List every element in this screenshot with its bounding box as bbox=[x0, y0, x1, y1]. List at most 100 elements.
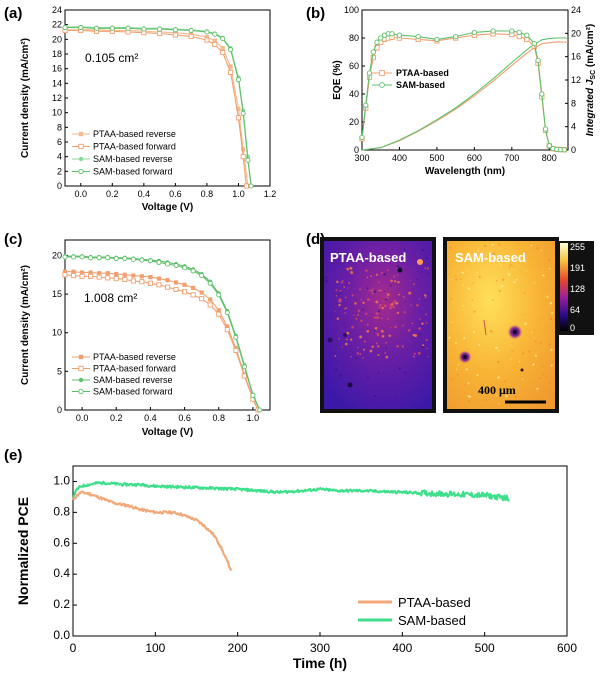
data-point bbox=[199, 272, 205, 279]
ptaa-speckle bbox=[398, 293, 400, 296]
y-right-axis-title-sub: SC bbox=[590, 70, 597, 80]
sam-speckle bbox=[536, 246, 539, 250]
data-point bbox=[113, 276, 119, 282]
legend-marker bbox=[78, 354, 84, 360]
sam-speckle bbox=[478, 275, 481, 278]
data-point bbox=[539, 91, 545, 97]
data-point bbox=[157, 26, 163, 32]
ptaa-speckle bbox=[391, 303, 394, 306]
y-tick-label: 100 bbox=[344, 5, 359, 15]
sam-speckle bbox=[476, 399, 478, 402]
ptaa-speckle bbox=[335, 368, 338, 371]
ptaa-speckle bbox=[394, 280, 397, 283]
y-tick-label: 40 bbox=[349, 89, 359, 99]
y-tick-label: 0.4 bbox=[53, 566, 70, 580]
ptaa-speckle bbox=[396, 311, 400, 315]
y-right-tick-label: 0 bbox=[571, 145, 576, 155]
ptaa-speckle bbox=[377, 345, 379, 347]
ptaa-speckle bbox=[373, 394, 376, 397]
ptaa-speckle bbox=[360, 319, 363, 322]
ptaa-speckle bbox=[359, 288, 361, 291]
ptaa-speckle bbox=[337, 293, 340, 296]
sam-speckle bbox=[548, 382, 551, 385]
data-point bbox=[212, 41, 218, 48]
ptaa-speckle bbox=[389, 284, 392, 287]
ptaa-speckle bbox=[396, 281, 399, 283]
ptaa-speckle bbox=[416, 303, 419, 307]
x-tick-label: 0.4 bbox=[144, 413, 157, 423]
data-point bbox=[139, 279, 145, 285]
data-point bbox=[147, 280, 153, 286]
sam-speckle bbox=[498, 403, 500, 405]
ptaa-speckle bbox=[421, 322, 424, 325]
data-point bbox=[147, 258, 153, 264]
ptaa-speckle bbox=[344, 311, 347, 314]
ptaa-speckle bbox=[359, 353, 362, 356]
sam-speckle bbox=[467, 270, 469, 272]
data-point bbox=[88, 273, 94, 279]
y-right-tick-label: 16 bbox=[571, 52, 581, 62]
ptaa-speckle bbox=[411, 322, 414, 324]
data-point bbox=[235, 115, 242, 121]
ptaa-speckle bbox=[378, 306, 381, 309]
sam-speckle bbox=[531, 331, 533, 334]
ptaa-speckle bbox=[338, 298, 342, 302]
data-point bbox=[105, 271, 110, 276]
x-tick-label: 200 bbox=[228, 641, 248, 655]
data-point bbox=[109, 25, 115, 31]
ptaa-speckle bbox=[381, 335, 385, 338]
ptaa-speckle bbox=[359, 335, 363, 339]
ptaa-speckle bbox=[412, 355, 415, 358]
ptaa-dark-spot bbox=[347, 382, 353, 388]
data-point bbox=[173, 280, 179, 285]
data-point bbox=[70, 254, 77, 260]
ptaa-speckle bbox=[419, 318, 421, 320]
area-annotation: 0.105 cm² bbox=[85, 51, 138, 65]
ptaa-speckle bbox=[356, 352, 360, 355]
y-tick-label: 10 bbox=[52, 328, 62, 338]
data-point bbox=[535, 57, 541, 64]
colorbar-tick: 255 bbox=[570, 242, 585, 252]
x-axis-title: Voltage (V) bbox=[142, 202, 193, 213]
ptaa-speckle bbox=[356, 346, 359, 349]
y-axis-title: EQE (%) bbox=[332, 60, 343, 99]
ptaa-speckle bbox=[396, 267, 398, 270]
data-point bbox=[173, 286, 179, 293]
ptaa-speckle bbox=[346, 331, 350, 335]
ptaa-speckle bbox=[394, 303, 396, 305]
data-point bbox=[190, 292, 196, 298]
data-point bbox=[79, 273, 85, 279]
sam-speckle bbox=[550, 327, 552, 329]
ptaa-speckle bbox=[363, 348, 365, 351]
sam-speckle bbox=[457, 364, 460, 366]
data-point bbox=[62, 254, 68, 260]
y-right-tick-label: 20 bbox=[571, 28, 581, 38]
x-tick-label: 1.0 bbox=[232, 189, 245, 199]
ptaa-speckle bbox=[338, 303, 341, 307]
data-point bbox=[172, 27, 178, 33]
data-point bbox=[165, 278, 170, 283]
ptaa-map-speckles bbox=[325, 248, 430, 397]
ptaa-speckle bbox=[376, 333, 380, 336]
area-annotation: 1.008 cm² bbox=[84, 291, 137, 305]
data-point bbox=[225, 324, 230, 329]
x-tick-label: 100 bbox=[145, 641, 165, 655]
data-point bbox=[241, 364, 247, 370]
sam-speckle bbox=[505, 394, 508, 398]
legend-marker bbox=[78, 168, 84, 175]
data-point bbox=[207, 280, 213, 286]
sam-speckle bbox=[514, 396, 517, 398]
ptaa-speckle bbox=[421, 271, 423, 273]
legend-label: SAM-based bbox=[398, 613, 466, 628]
ptaa-speckle bbox=[424, 296, 427, 299]
x-tick-label: 0.6 bbox=[169, 189, 182, 199]
ptaa-speckle bbox=[366, 298, 370, 301]
series-sam-based bbox=[359, 28, 567, 153]
sam-speckle bbox=[497, 360, 500, 364]
ptaa-speckle bbox=[424, 294, 427, 297]
ptaa-dark-spot bbox=[343, 333, 347, 337]
data-point bbox=[208, 297, 213, 302]
ptaa-speckle bbox=[375, 316, 379, 319]
ptaa-speckle bbox=[370, 289, 374, 292]
ptaa-speckle bbox=[403, 248, 406, 250]
